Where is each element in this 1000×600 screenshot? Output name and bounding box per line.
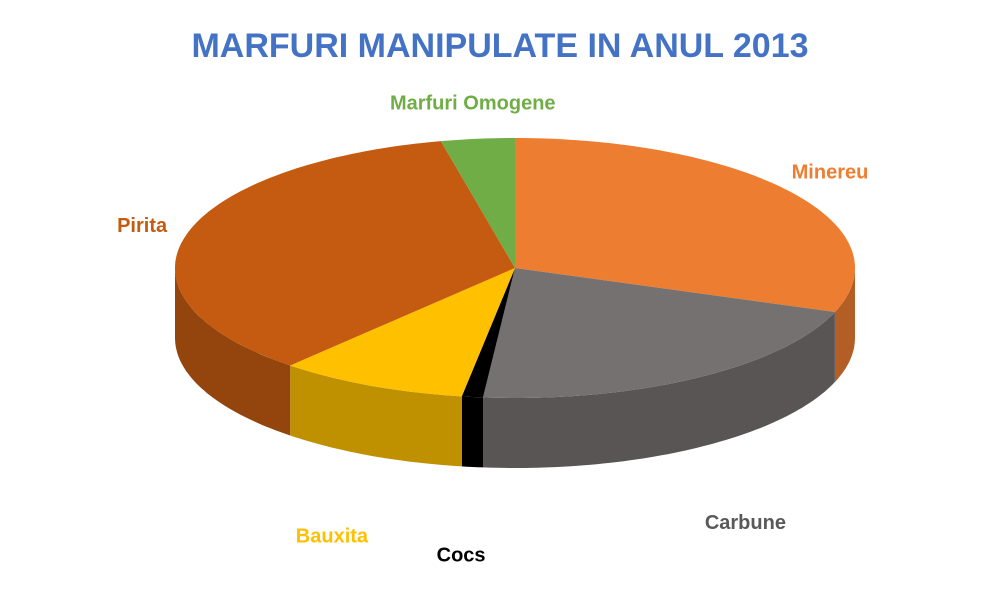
slice xyxy=(440,138,515,268)
slice-side xyxy=(461,396,483,468)
slice xyxy=(483,268,835,398)
slice-label: Marfuri Omogene xyxy=(390,92,556,114)
slice-label: Minereu xyxy=(792,161,869,183)
slice xyxy=(175,141,515,366)
slice xyxy=(461,268,515,398)
slice-side xyxy=(290,365,462,467)
slice-side xyxy=(483,312,835,468)
chart-title: MARFURI MANIPULATE IN ANUL 2013 xyxy=(191,27,808,65)
slice xyxy=(290,268,515,397)
slice-side xyxy=(834,268,855,382)
slice-label: Pirita xyxy=(117,215,168,237)
slice-side xyxy=(175,268,291,436)
slice xyxy=(515,138,855,312)
slice-label: Bauxita xyxy=(296,525,369,547)
slice-label: Cocs xyxy=(437,545,486,567)
slice-label: Carbune xyxy=(705,512,786,534)
